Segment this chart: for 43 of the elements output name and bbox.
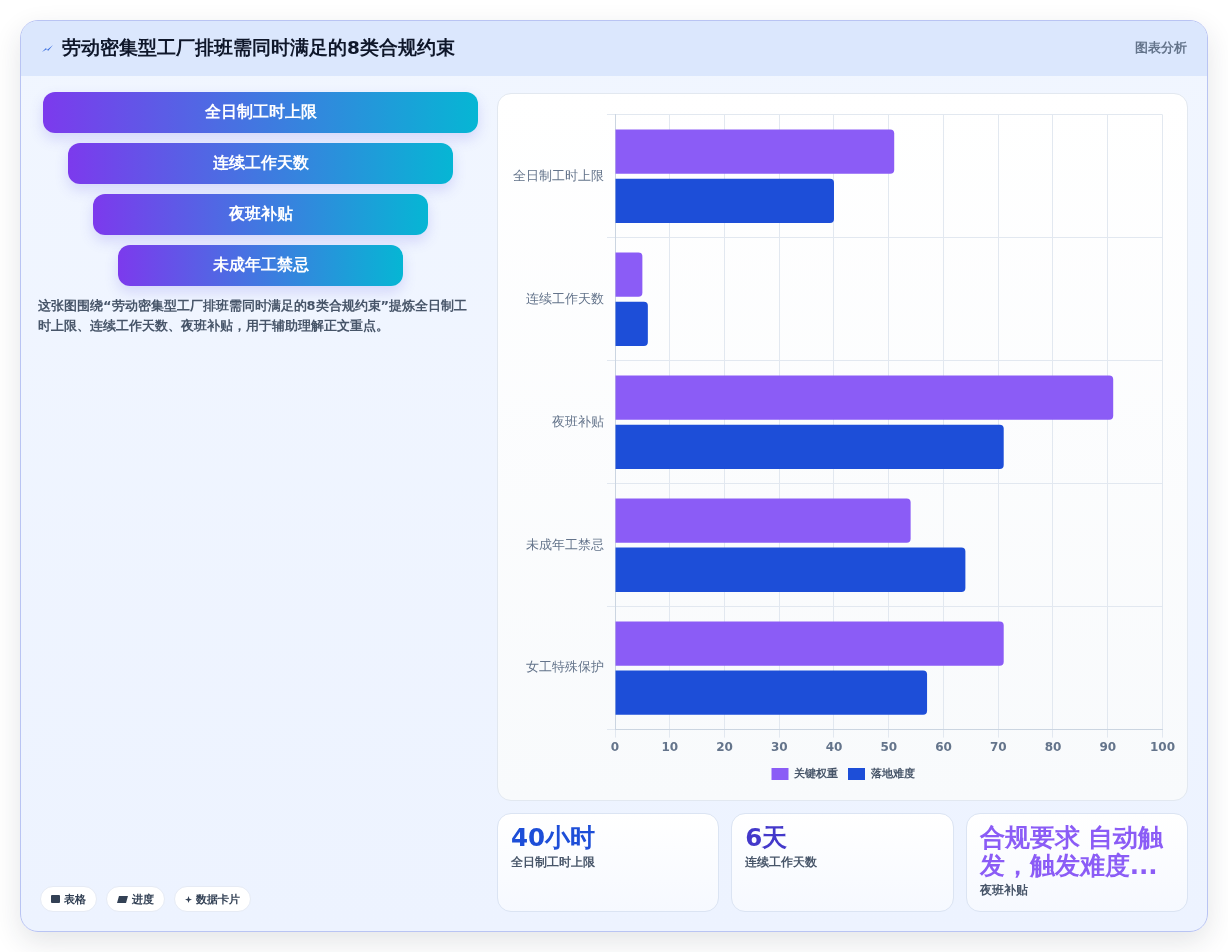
- y-tick-label: 夜班补贴: [552, 413, 604, 429]
- category-label: 连续工作天数: [745, 854, 819, 870]
- bar: [615, 498, 911, 543]
- text: 图表分析: [1135, 39, 1187, 57]
- text: 6天: [745, 823, 789, 852]
- category-label: 进度: [132, 891, 154, 907]
- text: 这张图围绕“劳动密集型工厂排班需同时满足的8类合规约束”提炼全日制工时上限、连续工作天数、夜班补贴，用于辅助理解正文重点。: [38, 297, 469, 335]
- y-tick-label: 女工特殊保护: [526, 659, 604, 675]
- bar: [615, 178, 834, 224]
- bar: [615, 252, 643, 297]
- x-tick-label: 20: [716, 739, 733, 754]
- x-tick-label: 0: [610, 739, 620, 754]
- category-label: 未成年工禁忌: [212, 255, 309, 276]
- category-label: 夜班补贴: [228, 204, 293, 225]
- category-label: 连续工作天数: [212, 153, 309, 174]
- bar: [615, 375, 1114, 420]
- legend-label: 关键权重: [793, 766, 838, 780]
- bar: [615, 670, 928, 715]
- x-tick-label: 50: [880, 739, 898, 754]
- category-label: 夜班补贴: [979, 882, 1029, 898]
- bar: [615, 424, 1004, 469]
- text: 合规要求 自动触发，触发难度...: [979, 823, 1165, 880]
- category-label: 表格: [64, 891, 86, 907]
- category-label: 全日制工时上限: [204, 102, 317, 123]
- x-tick-label: 30: [770, 739, 788, 754]
- y-tick-label: 未成年工禁忌: [526, 536, 604, 552]
- x-tick-label: 70: [989, 739, 1007, 754]
- x-tick-label: 10: [661, 739, 679, 754]
- legend-label: 落地难度: [869, 766, 915, 780]
- bar: [615, 301, 648, 346]
- text: 劳动密集型工厂排班需同时满足的8类合规约束: [62, 36, 455, 60]
- x-tick-label: 90: [1099, 739, 1117, 754]
- text: 40小时: [511, 823, 597, 852]
- bar: [615, 129, 895, 174]
- x-tick-label: 40: [825, 739, 843, 754]
- x-tick-label: 100: [1149, 739, 1176, 754]
- bar: [615, 547, 966, 592]
- category-label: 数据卡片: [196, 891, 240, 907]
- x-tick-label: 60: [935, 739, 952, 754]
- x-tick-label: 80: [1044, 739, 1062, 754]
- bar: [615, 621, 1004, 666]
- y-tick-label: 连续工作天数: [526, 290, 604, 306]
- y-tick-label: 全日制工时上限: [513, 167, 604, 183]
